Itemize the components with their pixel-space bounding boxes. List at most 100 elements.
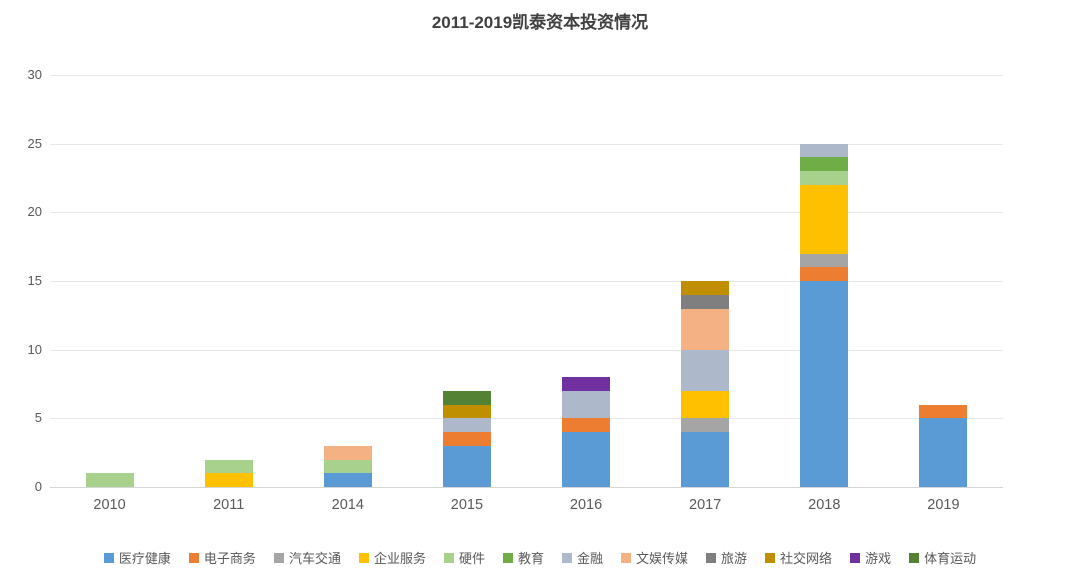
legend-swatch-icon (562, 552, 572, 563)
chart-legend: 医疗健康 电子商务 汽车交通 企业服务 硬件 教育 金融 文娱传媒 旅游 社交网络 游戏 体育运动 (0, 548, 1080, 567)
bar-segment-2014-硬件[interactable] (323, 459, 372, 474)
y-axis-tick-label: 15 (27, 273, 42, 288)
legend-item-旅游[interactable]: 旅游 (706, 548, 747, 567)
gridline (50, 349, 1003, 351)
bar-segment-2014-文娱传媒[interactable] (323, 445, 372, 460)
legend-item-企业服务[interactable]: 企业服务 (358, 548, 426, 567)
bar-segment-2017-文娱传媒[interactable] (681, 308, 730, 350)
legend-label: 汽车交通 (288, 551, 341, 566)
legend-swatch-icon (850, 552, 861, 563)
bar-2014 (323, 445, 372, 487)
y-axis-tick-label: 0 (34, 479, 42, 494)
legend-label: 教育 (517, 551, 544, 566)
bar-segment-2017-医疗健康[interactable] (681, 432, 730, 487)
bar-segment-2017-社交网络[interactable] (681, 281, 730, 295)
legend-swatch-icon (443, 552, 454, 563)
legend-swatch-icon (358, 552, 369, 563)
bar-segment-2016-电子商务[interactable] (562, 418, 611, 433)
gridline (50, 418, 1003, 420)
legend-item-游戏[interactable]: 游戏 (850, 548, 891, 567)
legend-item-教育[interactable]: 教育 (502, 548, 544, 567)
legend-label: 医疗健康 (118, 551, 171, 566)
bar-segment-2015-电子商务[interactable] (442, 432, 491, 446)
x-axis-tick-label: 2018 (808, 497, 841, 513)
gridline (50, 143, 1003, 145)
bar-2010 (85, 473, 134, 487)
legend-label: 企业服务 (373, 551, 426, 566)
bar-segment-2016-游戏[interactable] (562, 377, 611, 391)
legend-label: 硬件 (458, 551, 485, 566)
bar-segment-2018-电子商务[interactable] (800, 267, 849, 281)
legend-swatch-icon (502, 552, 513, 563)
legend-swatch-icon (621, 552, 632, 563)
x-axis-tick-label: 2019 (927, 497, 960, 513)
bar-segment-2015-体育运动[interactable] (442, 390, 491, 405)
gridline (50, 75, 1003, 76)
bar-segment-2011-企业服务[interactable] (204, 473, 253, 487)
bar-2018 (800, 143, 849, 487)
bar-segment-2010-硬件[interactable] (85, 473, 134, 487)
legend-label: 金融 (577, 551, 604, 566)
legend-label: 游戏 (865, 551, 892, 566)
bar-segment-2015-金融[interactable] (442, 418, 491, 433)
x-axis-tick-label: 2011 (213, 497, 245, 513)
legend-item-医疗健康[interactable]: 医疗健康 (103, 548, 171, 567)
legend-swatch-icon (765, 552, 776, 563)
bar-segment-2019-医疗健康[interactable] (919, 418, 968, 487)
bar-2017 (681, 281, 730, 487)
legend-label: 文娱传媒 (636, 551, 689, 566)
y-axis-tick-label: 25 (27, 135, 42, 151)
bar-segment-2018-医疗健康[interactable] (800, 281, 849, 487)
legend-item-文娱传媒[interactable]: 文娱传媒 (621, 548, 688, 567)
legend-swatch-icon (273, 552, 284, 563)
bar-segment-2011-硬件[interactable] (204, 459, 253, 474)
legend-item-体育运动[interactable]: 体育运动 (909, 548, 976, 567)
bar-2019 (919, 404, 968, 487)
x-axis-tick-label: 2010 (93, 497, 126, 513)
bar-2011 (204, 459, 253, 487)
bar-segment-2015-社交网络[interactable] (442, 404, 491, 419)
legend-item-电子商务[interactable]: 电子商务 (188, 548, 256, 567)
legend-swatch-icon (188, 552, 199, 563)
legend-swatch-icon (103, 552, 114, 563)
bar-2015 (442, 390, 491, 487)
legend-item-金融[interactable]: 金融 (562, 548, 603, 567)
bar-segment-2018-企业服务[interactable] (800, 184, 849, 254)
chart-title: 2011-2019凯泰资本投资情况 (431, 13, 649, 32)
legend-label: 体育运动 (924, 551, 977, 566)
x-axis-tick-label: 2017 (689, 497, 722, 513)
bar-segment-2017-汽车交通[interactable] (681, 418, 730, 433)
y-axis-tick-label: 10 (27, 341, 42, 357)
legend-swatch-icon (909, 552, 920, 563)
legend-label: 社交网络 (780, 551, 833, 566)
legend-item-硬件[interactable]: 硬件 (443, 548, 485, 567)
legend-label: 旅游 (721, 551, 748, 566)
bar-segment-2014-医疗健康[interactable] (323, 473, 372, 487)
bar-segment-2018-硬件[interactable] (800, 171, 849, 185)
x-axis-tick-label: 2015 (450, 497, 484, 513)
legend-label: 电子商务 (203, 551, 256, 566)
bar-segment-2017-旅游[interactable] (681, 294, 730, 309)
legend-swatch-icon (706, 552, 717, 563)
gridline (50, 281, 1003, 282)
legend-item-汽车交通[interactable]: 汽车交通 (273, 548, 341, 567)
bar-segment-2019-电子商务[interactable] (919, 404, 968, 419)
x-axis-line (50, 487, 1003, 488)
bar-segment-2017-金融[interactable] (681, 349, 730, 391)
bar-segment-2018-金融[interactable] (800, 143, 849, 158)
y-axis-tick-label: 20 (27, 204, 42, 220)
y-axis-tick-label: 30 (27, 67, 42, 82)
gridline (50, 212, 1003, 214)
y-axis-tick-label: 5 (34, 410, 42, 426)
x-axis-tick-label: 2016 (569, 497, 603, 513)
bar-segment-2016-医疗健康[interactable] (562, 432, 611, 487)
bar-segment-2015-医疗健康[interactable] (442, 445, 491, 487)
bar-segment-2018-汽车交通[interactable] (800, 253, 849, 268)
bar-segment-2018-教育[interactable] (800, 157, 849, 172)
bar-2016 (562, 377, 611, 487)
bar-segment-2017-企业服务[interactable] (681, 390, 730, 419)
legend-item-社交网络[interactable]: 社交网络 (765, 548, 832, 567)
x-axis-tick-label: 2014 (331, 497, 364, 513)
bar-segment-2016-金融[interactable] (562, 390, 611, 419)
